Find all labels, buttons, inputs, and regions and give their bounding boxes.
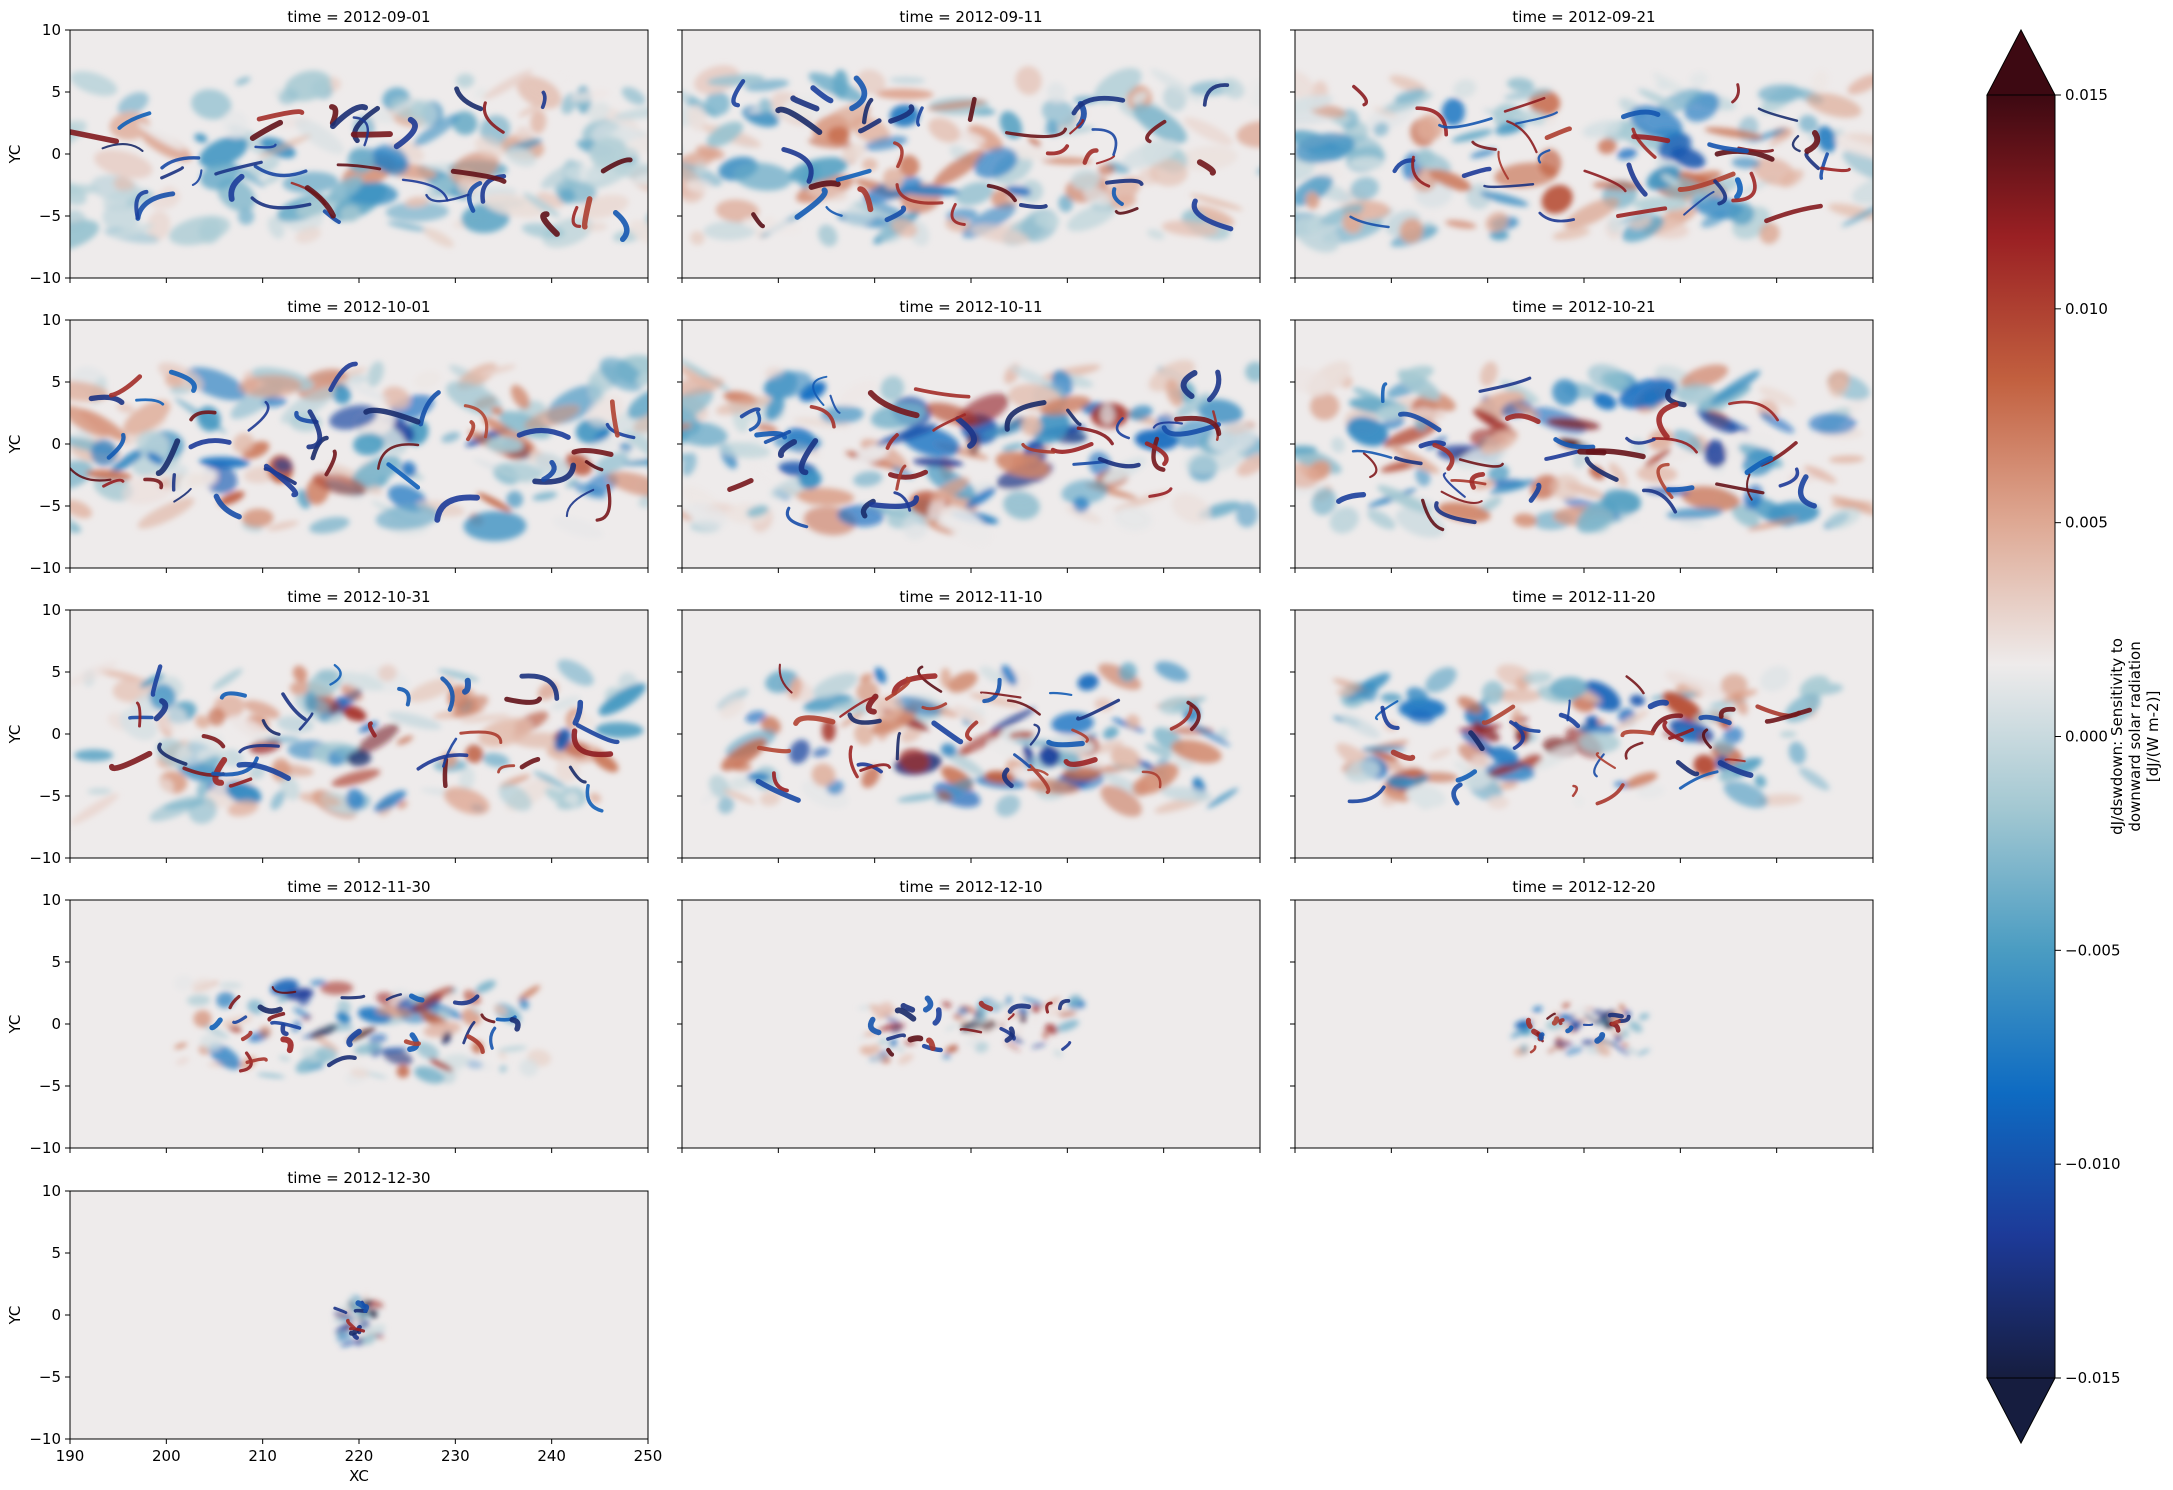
y-tick-label: 5 [51,663,61,681]
x-tick-label: 230 [441,1447,470,1465]
x-tick-label: 250 [634,1447,663,1465]
x-tick-label: 210 [248,1447,277,1465]
colorbar-label-line: [dJ/(W m-2)] [2144,691,2162,783]
panel-2012-11-20: time = 2012-11-20 [1290,588,1874,863]
y-tick-label: 0 [51,725,61,743]
x-tick-label: 240 [537,1447,566,1465]
panel-title: time = 2012-12-30 [287,1169,430,1187]
y-tick-label: 10 [42,601,61,619]
panel-title: time = 2012-11-20 [1512,588,1655,606]
panel-2012-10-11: time = 2012-10-11 [677,298,1261,573]
y-tick-label: 0 [51,145,61,163]
heatmap-field [70,659,646,825]
colorbar-tick-label: 0.010 [2065,300,2108,318]
y-tick-label: −5 [39,1077,61,1095]
heatmap-field [70,67,648,252]
y-tick-label: 10 [42,311,61,329]
heatmap-field [1332,664,1844,810]
y-tick-label: −5 [39,497,61,515]
y-tick-label: −10 [29,559,61,577]
panel-title: time = 2012-10-21 [1512,298,1655,316]
colorbar-extend-min [1986,1377,2056,1445]
y-tick-label: 10 [42,891,61,909]
panel-title: time = 2012-11-10 [899,588,1042,606]
heatmap-field [701,661,1239,817]
x-axis-label: XC [349,1467,369,1485]
panel-background [70,900,648,1148]
panel-title: time = 2012-10-01 [287,298,430,316]
y-tick-label: −5 [39,1368,61,1386]
panel-title: time = 2012-09-21 [1512,8,1655,26]
colorbar-tick-label: −0.005 [2065,941,2121,959]
colorbar-label-line: dJ/dswdown: Sensitivity to [2108,638,2126,835]
colorbar: 0.015 0.010 0.005 0.000 −0.005 −0.010 −0.015 dJ… [1986,28,2162,1445]
y-tick-label: 10 [42,1182,61,1200]
colorbar-extend-max [1986,28,2056,96]
heatmap-field [682,358,1260,545]
panel-2012-09-11: time = 2012-09-11 [677,8,1261,283]
panel-2012-10-01: time = 2012-10-01 10 5 0 −5 −10 YC [6,298,649,577]
y-tick-label: 10 [42,21,61,39]
colorbar-label-line: downward solar radiation [2126,641,2144,831]
y-tick-label: −10 [29,1430,61,1448]
colorbar-tick-label: 0.000 [2065,728,2108,746]
panel-2012-09-01: time = 2012-09-01 10 5 0 −5 −10 YC [6,8,649,287]
y-axis-label: YC [6,435,24,455]
y-tick-label: −10 [29,269,61,287]
colorbar-tick-label: −0.010 [2065,1155,2121,1173]
y-tick-label: 5 [51,953,61,971]
y-tick-label: 0 [51,1015,61,1033]
x-tick-label: 220 [345,1447,374,1465]
x-tick-label: 200 [152,1447,181,1465]
y-axis-label: YC [6,145,24,165]
heatmap-field [70,355,648,542]
y-axis-label: YC [6,1306,24,1326]
panel-title: time = 2012-09-11 [899,8,1042,26]
y-tick-label: 5 [51,373,61,391]
panel-2012-10-21: time = 2012-10-21 [1290,298,1874,573]
heatmap-field [1295,68,1873,253]
panel-2012-11-30: time = 2012-11-30 10 5 0 −5 −10 YC [6,878,649,1157]
y-tick-label: −5 [39,787,61,805]
y-tick-label: −10 [29,849,61,867]
y-tick-label: 5 [51,83,61,101]
panel-2012-11-10: time = 2012-11-10 [677,588,1261,863]
y-tick-label: −5 [39,207,61,225]
y-tick-label: −10 [29,1139,61,1157]
panel-title: time = 2012-10-11 [899,298,1042,316]
panel-title: time = 2012-12-10 [899,878,1042,896]
panel-2012-12-10: time = 2012-12-10 [677,878,1261,1153]
panel-2012-09-21: time = 2012-09-21 [1290,8,1874,283]
y-tick-label: 0 [51,1306,61,1324]
heatmap-field [682,65,1260,247]
heatmap-field [1510,1002,1651,1060]
y-axis-label: YC [6,1015,24,1035]
heatmap-field [332,1293,386,1347]
heatmap-field [173,974,552,1085]
colorbar-label: dJ/dswdown: Sensitivity to downward solar… [2108,638,2162,835]
heatmap-field [857,994,1085,1065]
y-axis-label: YC [6,725,24,745]
colorbar-tick-label: 0.015 [2065,86,2108,104]
panel-title: time = 2012-12-20 [1512,878,1655,896]
panel-title: time = 2012-10-31 [287,588,430,606]
panel-2012-12-20: time = 2012-12-20 [1290,878,1874,1153]
y-tick-label: 0 [51,435,61,453]
colorbar-tick-label: −0.015 [2065,1369,2121,1387]
y-tick-label: 5 [51,1244,61,1262]
colorbar-body [1986,94,2056,1379]
panel-title: time = 2012-09-01 [287,8,430,26]
panel-title: time = 2012-11-30 [287,878,430,896]
x-tick-label: 190 [56,1447,85,1465]
colorbar-tick-label: 0.005 [2065,514,2108,532]
panel-2012-10-31: time = 2012-10-31 10 5 0 −5 −10 YC [6,588,649,867]
